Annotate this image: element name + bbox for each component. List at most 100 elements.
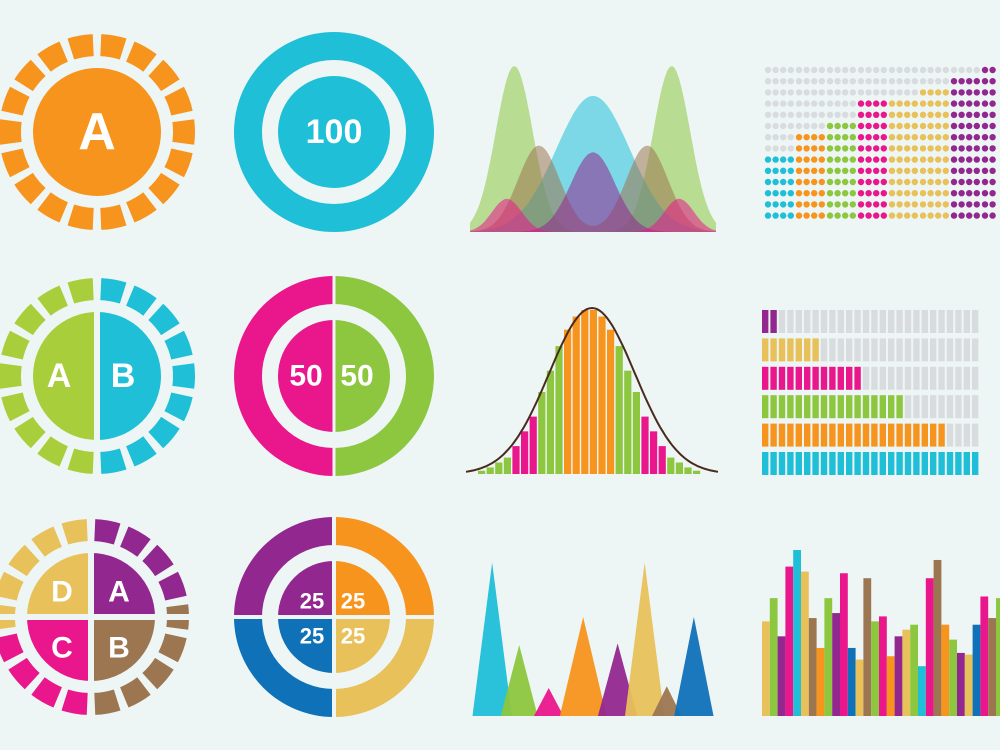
badge-ray — [1, 86, 30, 116]
hbar-segment-empty — [972, 366, 979, 390]
hbar-segment-filled — [879, 452, 886, 475]
dot-filled — [764, 167, 772, 174]
dot-filled — [780, 156, 787, 163]
vertical-bar — [972, 624, 981, 716]
hbar-segment-filled — [820, 395, 828, 419]
spike-triangle — [652, 686, 682, 716]
dot-filled — [888, 212, 896, 219]
histogram-bar — [684, 467, 692, 474]
dot-empty — [764, 111, 772, 119]
dot-filled — [911, 201, 918, 208]
dot-filled — [826, 190, 834, 197]
hbar-segment-empty — [812, 310, 819, 333]
dot-filled — [942, 100, 949, 107]
dot-filled — [896, 167, 903, 174]
dot-filled — [950, 167, 958, 174]
histogram-bar — [555, 346, 563, 474]
dot-empty — [780, 89, 787, 96]
hbar-segment-filled — [787, 423, 794, 447]
dot-empty — [865, 78, 872, 85]
donut-quarter-label-br: 25 — [341, 624, 365, 649]
dot-filled — [896, 122, 903, 130]
badge-disc-sector — [32, 131, 97, 196]
dot-filled — [927, 89, 934, 96]
dot-empty — [787, 66, 794, 74]
hbar-segment-filled — [795, 366, 802, 390]
dot-filled — [842, 122, 849, 130]
hbar-segment-filled — [930, 452, 937, 475]
dot-empty — [950, 66, 958, 74]
badge-single-a: A — [0, 34, 195, 230]
dot-empty — [772, 111, 779, 119]
dot-filled — [826, 145, 834, 152]
dot-empty — [811, 89, 818, 96]
dot-empty — [826, 111, 834, 119]
dot-filled — [865, 145, 872, 152]
dot-filled — [973, 100, 980, 107]
vertical-bar — [941, 624, 950, 716]
dot-filled — [966, 167, 973, 174]
spike-triangle — [472, 562, 512, 716]
dot-filled — [919, 134, 927, 141]
badge-ray — [37, 41, 68, 72]
dot-filled — [942, 167, 949, 174]
dot-filled — [787, 178, 794, 186]
dot-empty — [966, 66, 973, 74]
badge-disc-sector — [33, 67, 98, 132]
badge-disc-sector — [33, 312, 98, 376]
hbar-segment-empty — [871, 366, 878, 390]
random-vbar-chart — [762, 550, 1000, 716]
dot-empty — [911, 78, 918, 85]
hbar-segment-empty — [879, 310, 886, 333]
hbar-segment-filled — [770, 423, 777, 447]
dot-filled — [989, 167, 996, 174]
hbar-segment-filled — [762, 310, 769, 333]
histogram-bar — [641, 416, 649, 474]
dot-filled — [935, 111, 942, 119]
dot-filled — [958, 212, 965, 219]
dot-empty — [826, 100, 834, 107]
dot-empty — [842, 89, 849, 96]
badge-disc-sector — [96, 376, 161, 440]
dot-filled — [865, 167, 872, 174]
dot-filled — [826, 178, 834, 186]
dot-filled — [966, 122, 973, 130]
vertical-bar — [801, 571, 809, 716]
dot-filled — [880, 190, 887, 197]
vertical-bar — [793, 550, 801, 716]
dot-filled — [834, 156, 841, 163]
dot-filled — [857, 178, 865, 186]
hbar-segment-empty — [862, 310, 870, 333]
badge-ray — [172, 363, 195, 389]
dot-empty — [780, 145, 787, 152]
badge-ray — [1, 330, 30, 360]
donut-gap-ring — [263, 61, 405, 203]
dot-filled — [927, 100, 934, 107]
dot-filled — [919, 201, 927, 208]
dot-filled — [935, 89, 942, 96]
dot-filled — [873, 201, 880, 208]
hbar-segment-empty — [972, 395, 979, 419]
hbar-segment-filled — [829, 395, 836, 419]
vertical-bar — [808, 618, 817, 716]
dot-filled — [780, 167, 787, 174]
badge-disc-sector — [27, 552, 92, 617]
dot-filled — [958, 78, 965, 85]
donut-ring-segment — [334, 617, 434, 717]
normal-curve — [465, 306, 719, 473]
dot-filled — [888, 201, 896, 208]
hbar-segment-empty — [862, 366, 870, 390]
badge-ray — [14, 416, 46, 449]
dot-empty — [849, 78, 856, 85]
hbar-segment-filled — [778, 452, 786, 475]
histogram-bar — [607, 329, 615, 474]
vertical-bar — [879, 616, 887, 716]
dot-filled — [780, 201, 787, 208]
dot-empty — [818, 111, 825, 119]
hbar-segment-filled — [795, 423, 802, 447]
dot-filled — [849, 156, 856, 163]
dot-filled — [896, 145, 903, 152]
dot-empty — [849, 111, 856, 119]
dot-filled — [927, 134, 934, 141]
